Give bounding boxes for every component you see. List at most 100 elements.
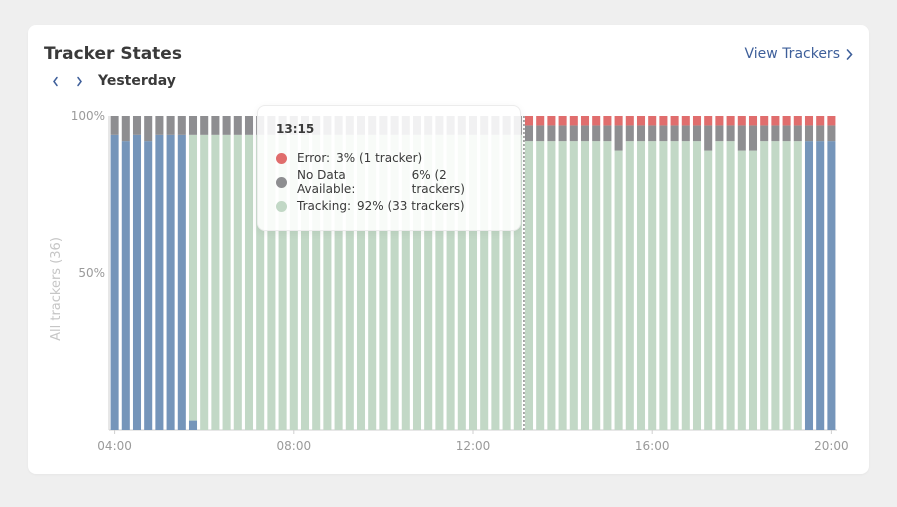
- bar-segment-tracking: [580, 141, 590, 430]
- chevron-left-icon: [52, 76, 58, 86]
- bar-segment-no-data-available: [804, 125, 814, 142]
- bar-segment-tracking: [222, 134, 231, 430]
- bar-segment-offline: [166, 134, 175, 430]
- bar-segment-tracking: [558, 141, 567, 430]
- bar-segment-tracking: [211, 134, 220, 430]
- bar-segment-no-data-available: [648, 125, 657, 142]
- bar-segment-no-data-available: [110, 116, 119, 135]
- tooltip-row-error: Error: 3% (1 tracker): [276, 146, 502, 170]
- bar-segment-error: [592, 116, 601, 126]
- bar-segment-tracking: [334, 134, 343, 430]
- bar-segment-error: [625, 116, 634, 126]
- tracker-states-chart[interactable]: 50% 100% All trackers (36) 04:00 08:00 12:00…: [28, 25, 869, 474]
- bar-segment-error: [636, 116, 646, 126]
- x-tick-label: 04:00: [97, 439, 132, 453]
- view-trackers-link[interactable]: View Trackers: [745, 45, 853, 63]
- y-axis-title: All trackers (36): [49, 237, 64, 341]
- x-tick-label: 08:00: [277, 439, 312, 453]
- bar-segment-error: [748, 116, 758, 126]
- bar-segment-offline: [144, 141, 153, 430]
- card-title: Tracker States: [44, 44, 182, 64]
- bar-segment-tracking: [793, 141, 802, 430]
- bar-segment-tracking: [502, 134, 511, 430]
- bar-segment-tracking: [715, 141, 724, 430]
- bar-segment-error: [603, 116, 612, 126]
- bar-segment-tracking: [390, 134, 399, 430]
- bar-segment-no-data-available: [715, 125, 724, 142]
- bar-segment-no-data-available: [737, 125, 746, 151]
- bar-segment-no-data-available: [222, 116, 231, 135]
- tooltip-label: Tracking:: [297, 199, 351, 213]
- bar-segment-no-data-available: [636, 125, 646, 142]
- bar-segment-tracking: [536, 141, 545, 430]
- bar-segment-tracking: [659, 141, 668, 430]
- bar-segment-no-data-available: [793, 125, 802, 142]
- bar-segment-no-data-available: [782, 125, 791, 142]
- tooltip-row-no-data: No Data Available: 6% (2 trackers): [276, 168, 502, 196]
- bar-segment-offline: [155, 134, 164, 430]
- tooltip-time: 13:15: [276, 122, 315, 136]
- bar-segment-tracking: [368, 134, 377, 430]
- x-tick-label: 20:00: [814, 439, 849, 453]
- bar-segment-tracking: [569, 141, 578, 430]
- tracker-states-card: Tracker States View Trackers Yesterday 5…: [28, 25, 869, 474]
- bar-segment-tracking: [737, 150, 746, 430]
- tooltip-value: 92% (33 trackers): [357, 199, 465, 213]
- bar-segment-no-data-available: [200, 116, 209, 135]
- bar-segment-tracking: [748, 150, 758, 430]
- bar-segment-no-data-available: [166, 116, 175, 135]
- bar-segment-error: [536, 116, 545, 126]
- bar-segment-no-data-available: [670, 125, 679, 142]
- bar-segment-error: [804, 116, 814, 126]
- bar-segment-tracking: [760, 141, 769, 430]
- bar-segment-error: [648, 116, 657, 126]
- bar-segment-no-data-available: [726, 125, 735, 142]
- bar-segment-tracking: [648, 141, 657, 430]
- bar-segment-no-data-available: [211, 116, 220, 135]
- bar-segment-no-data-available: [659, 125, 668, 142]
- bar-segment-tracking: [401, 134, 410, 430]
- bar-segment-no-data-available: [692, 125, 702, 142]
- bar-segment-tracking: [424, 134, 433, 430]
- bar-segment-error: [524, 116, 534, 126]
- bar-segment-no-data-available: [132, 116, 142, 135]
- bar-segment-error: [614, 116, 623, 126]
- bar-segment-error: [816, 116, 825, 126]
- y-tick-label: 100%: [71, 109, 105, 123]
- bar-segment-offline: [121, 141, 130, 430]
- bar-segment-no-data-available: [558, 125, 567, 142]
- tooltip-value: 6% (2 trackers): [411, 168, 465, 196]
- tooltip-label: Error:: [297, 151, 331, 165]
- bar-segment-tracking: [256, 134, 265, 430]
- chevron-right-icon: [76, 76, 82, 86]
- bar-segment-tracking: [300, 134, 310, 430]
- bar-segment-tracking: [244, 134, 254, 430]
- bar-segment-error: [726, 116, 735, 126]
- previous-day-button[interactable]: [48, 72, 62, 90]
- next-day-button[interactable]: [72, 72, 86, 90]
- bars: [110, 116, 836, 430]
- x-axis: 04:00 08:00 12:00 16:00 20:00: [97, 429, 849, 453]
- bar-segment-offline: [804, 141, 814, 430]
- bar-segment-tracking: [524, 141, 534, 430]
- bar-segment-error: [670, 116, 679, 126]
- bar-segment-no-data-available: [816, 125, 825, 142]
- bar-segment-no-data-available: [188, 116, 198, 135]
- bar-segment-tracking: [412, 134, 422, 430]
- bar-segment-error: [681, 116, 690, 126]
- chevron-right-icon: [846, 48, 853, 60]
- bar-segment-no-data-available: [771, 125, 780, 142]
- tracking-dot-icon: [276, 200, 287, 212]
- bar-segment-error: [569, 116, 578, 126]
- bar-segment-no-data-available: [760, 125, 769, 142]
- bar-segment-offline: [816, 141, 825, 430]
- chart-tooltip: 13:15 Error: 3% (1 tracker) No Data Avai…: [257, 105, 521, 231]
- view-trackers-label: View Trackers: [744, 46, 840, 62]
- bar-segment-tracking: [491, 134, 500, 430]
- bar-segment-tracking: [670, 141, 679, 430]
- bar-segment-tracking: [233, 134, 242, 430]
- bar-segment-tracking: [480, 134, 489, 430]
- y-axis: 50% 100% All trackers (36): [49, 109, 110, 430]
- bar-segment-error: [692, 116, 702, 126]
- bar-segment-offline: [827, 141, 836, 430]
